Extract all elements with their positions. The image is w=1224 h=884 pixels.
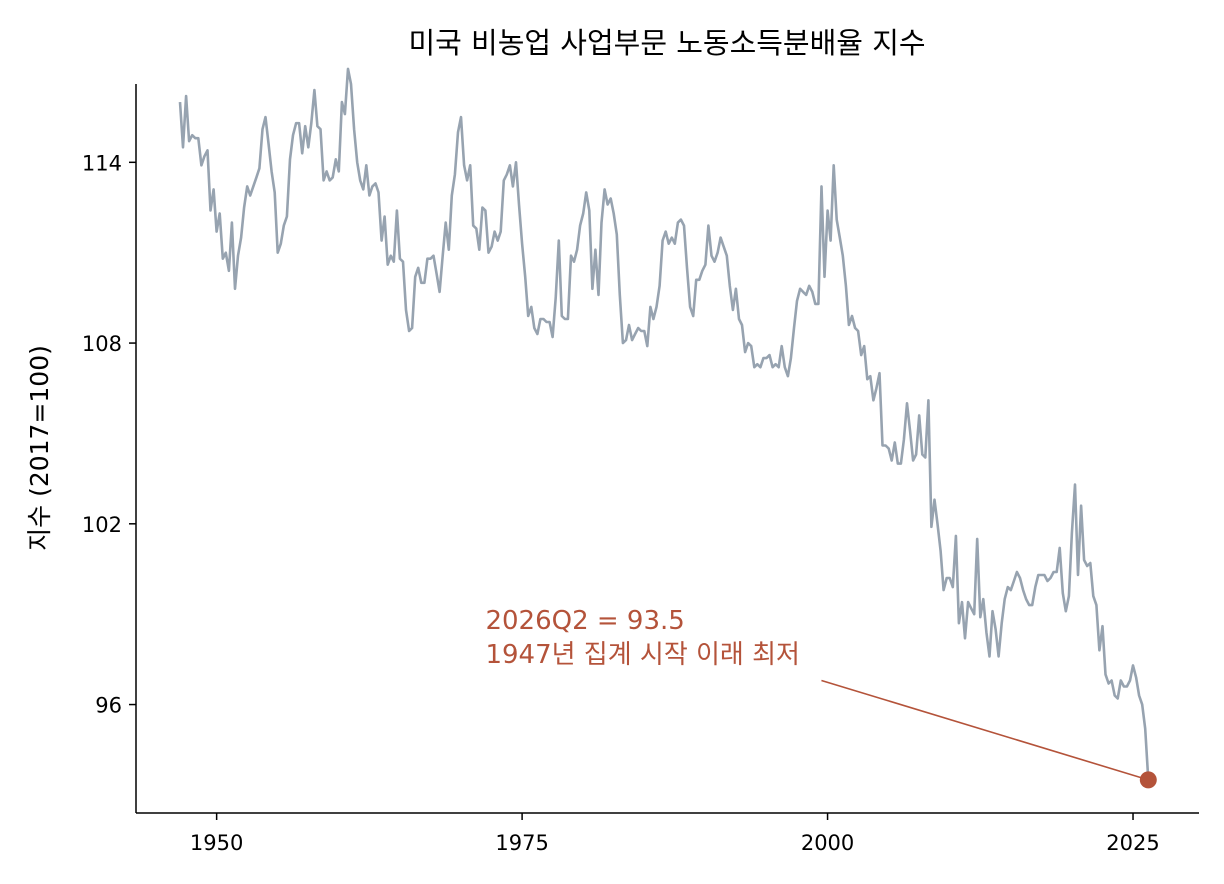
y-ticks: 96 102 108 114 [82, 151, 136, 718]
y-tick-label: 96 [95, 694, 122, 718]
chart-title: 미국 비농업 사업부문 노동소득분배율 지수 [408, 26, 925, 60]
annotation-arrow [821, 679, 1149, 781]
x-tick-label: 2025 [1106, 831, 1159, 855]
series-line [178, 67, 1150, 780]
x-tick-label: 1975 [495, 831, 548, 855]
y-axis-label: 지수 (2017=100) [25, 345, 54, 551]
y-tick-label: 114 [82, 151, 122, 175]
annotation-line-note: 1947년 집계 시작 이래 최저 [485, 640, 800, 670]
y-tick-label: 102 [82, 513, 122, 537]
y-tick-label: 108 [82, 332, 122, 356]
annotation-line-value: 2026Q2 = 93.5 [485, 606, 684, 636]
x-ticks: 1950 1975 2000 2025 [190, 813, 1160, 855]
latest-point-marker [1139, 771, 1157, 789]
plot-area: 1950 1975 2000 2025 96 102 108 114 2026Q2 = 93… [82, 67, 1199, 855]
x-tick-label: 1950 [190, 831, 243, 855]
x-tick-label: 2000 [801, 831, 854, 855]
